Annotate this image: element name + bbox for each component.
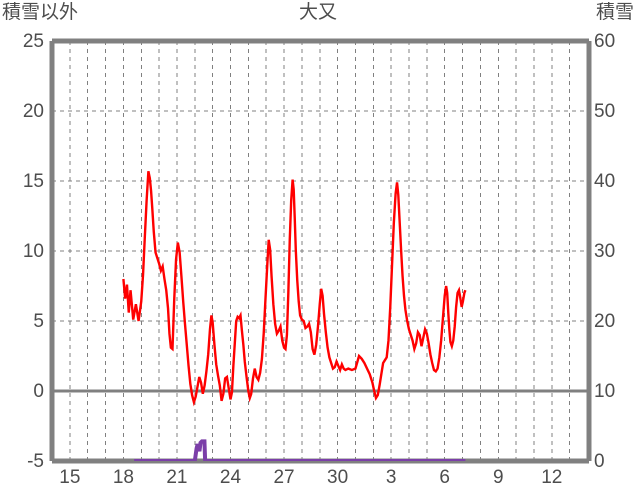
- left-tick-5: 5: [33, 311, 44, 332]
- x-tick-30: 30: [327, 467, 349, 488]
- left-tick-0: 0: [33, 381, 44, 402]
- x-tick-6: 6: [439, 467, 450, 488]
- x-tick-21: 21: [166, 467, 188, 488]
- left-tick-25: 25: [22, 31, 44, 52]
- x-tick-18: 18: [112, 467, 134, 488]
- x-tick-24: 24: [219, 467, 242, 488]
- right-tick-20: 20: [594, 311, 616, 332]
- left-tick--5: -5: [27, 451, 44, 472]
- left-tick-15: 15: [22, 171, 44, 192]
- x-tick-27: 27: [273, 467, 295, 488]
- x-tick-15: 15: [59, 467, 81, 488]
- right-tick-0: 0: [594, 451, 605, 472]
- left-tick-20: 20: [22, 101, 44, 122]
- right-tick-10: 10: [594, 381, 616, 402]
- chart-title: 大又: [298, 2, 337, 23]
- series-line-snow: [134, 439, 466, 461]
- x-tick-12: 12: [541, 467, 563, 488]
- right-axis-title: 積雪: [595, 2, 634, 23]
- right-tick-50: 50: [594, 101, 616, 122]
- data-series: [122, 170, 467, 461]
- x-tick-3: 3: [385, 467, 397, 488]
- left-axis-title: 積雪以外: [2, 2, 79, 23]
- horizontal-gridlines: [52, 110, 589, 322]
- right-tick-40: 40: [594, 171, 616, 192]
- series-line-non-snow: [122, 170, 467, 407]
- right-tick-60: 60: [594, 31, 616, 52]
- right-tick-30: 30: [594, 241, 616, 262]
- x-tick-9: 9: [492, 467, 504, 488]
- left-tick-10: 10: [22, 241, 44, 262]
